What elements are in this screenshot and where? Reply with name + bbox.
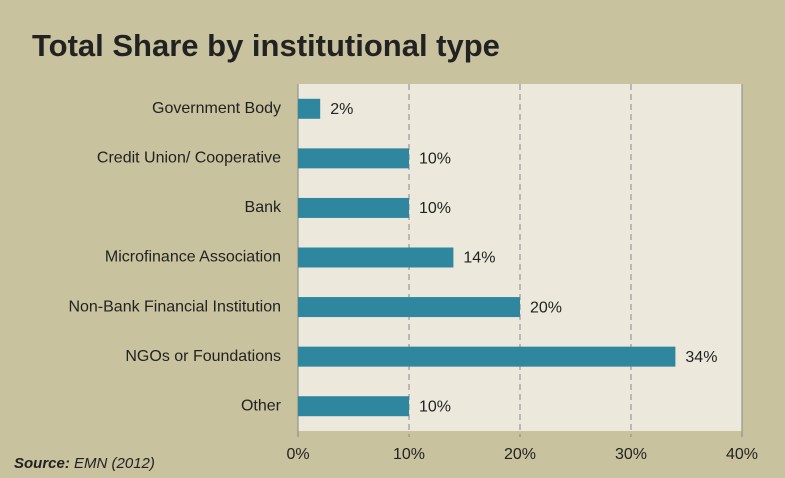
x-tick-label: 40%: [726, 446, 758, 463]
bar: [298, 297, 520, 318]
bar: [298, 346, 676, 367]
bar: [298, 98, 321, 119]
source: Source: EMN (2012): [14, 455, 155, 472]
value-label: 2%: [330, 101, 353, 118]
value-label: 10%: [419, 398, 451, 415]
source-text: EMN (2012): [74, 455, 155, 472]
y-tick-label: Other: [241, 397, 282, 414]
y-tick-label: NGOs or Foundations: [125, 348, 281, 365]
value-label: 10%: [419, 151, 451, 168]
bar: [298, 148, 409, 169]
value-label: 10%: [419, 200, 451, 217]
x-tick-label: 0%: [286, 446, 309, 463]
value-label: 14%: [463, 250, 495, 267]
chart-title: Total Share by institutional type: [32, 28, 500, 63]
value-label: 20%: [530, 299, 562, 316]
y-tick-label: Microfinance Association: [105, 249, 281, 266]
source-label: Source:: [14, 455, 70, 472]
y-tick-label: Bank: [245, 199, 282, 216]
bar: [298, 396, 409, 417]
y-tick-label: Credit Union/ Cooperative: [97, 150, 281, 167]
value-label: 34%: [685, 349, 717, 366]
bar: [298, 247, 454, 268]
x-tick-label: 20%: [504, 446, 536, 463]
x-tick-label: 10%: [393, 446, 425, 463]
x-tick-label: 30%: [615, 446, 647, 463]
bar: [298, 197, 409, 218]
y-tick-label: Non-Bank Financial Institution: [68, 298, 281, 315]
y-tick-label: Government Body: [152, 100, 281, 117]
